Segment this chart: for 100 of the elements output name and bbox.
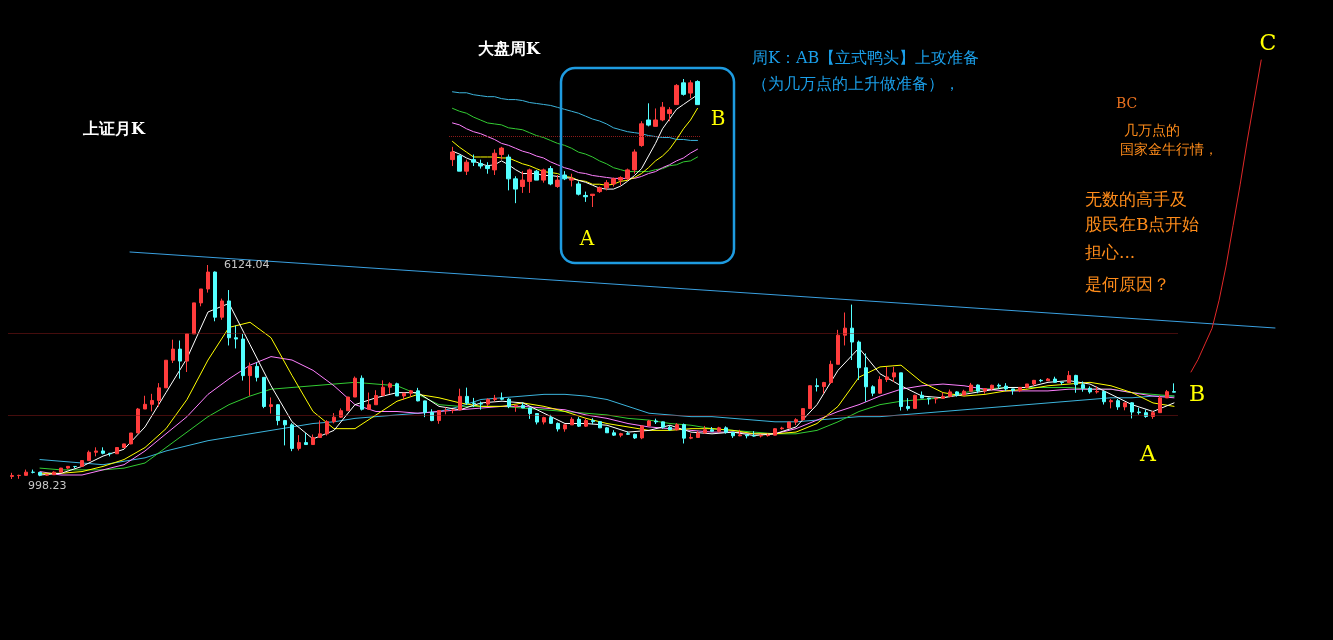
candlestick xyxy=(185,333,189,373)
candlestick xyxy=(920,390,924,399)
candlestick xyxy=(444,407,448,415)
candlestick xyxy=(248,362,252,397)
candlestick xyxy=(633,433,637,440)
candlestick xyxy=(647,419,651,427)
candlestick xyxy=(626,430,630,436)
candlestick xyxy=(1102,390,1106,406)
candlestick xyxy=(576,180,581,196)
chart-title: 上证月K xyxy=(82,118,146,138)
candlestick xyxy=(38,471,42,477)
candlestick xyxy=(906,397,910,412)
text: 无数的高手及 xyxy=(1085,189,1187,209)
candlestick xyxy=(108,452,112,457)
candlestick xyxy=(976,383,980,394)
candlestick xyxy=(1088,385,1092,395)
candlestick xyxy=(542,416,546,425)
candlestick xyxy=(367,392,371,410)
candlestick xyxy=(584,417,588,428)
candlestick xyxy=(605,426,609,434)
candlestick xyxy=(157,382,161,408)
candlestick xyxy=(381,379,385,397)
candlestick xyxy=(541,168,546,184)
candlestick xyxy=(1116,398,1120,411)
candlestick xyxy=(850,304,854,361)
text: B xyxy=(1188,380,1206,406)
candlestick xyxy=(276,403,280,426)
candlestick xyxy=(1151,410,1155,420)
candlestick xyxy=(1018,386,1022,393)
candlestick xyxy=(416,387,420,402)
candlestick xyxy=(548,165,553,186)
candlestick xyxy=(402,392,406,401)
candlestick xyxy=(1004,382,1008,392)
candlestick xyxy=(24,469,28,477)
candlestick xyxy=(808,384,812,410)
candlestick xyxy=(464,159,469,176)
candlestick xyxy=(640,425,644,440)
candlestick xyxy=(549,414,553,425)
candlestick xyxy=(164,359,168,389)
candlestick xyxy=(1095,385,1099,395)
candlestick xyxy=(318,419,322,438)
candlestick xyxy=(213,270,217,322)
candlestick xyxy=(611,177,616,188)
candlestick xyxy=(556,422,560,432)
candlestick xyxy=(262,376,266,409)
candlestick xyxy=(604,179,609,191)
candlestick xyxy=(590,193,595,208)
candlestick xyxy=(822,381,826,394)
candlestick xyxy=(878,375,882,395)
candlestick xyxy=(661,421,665,430)
candlestick xyxy=(1039,378,1043,383)
candlestick xyxy=(10,472,14,480)
candlestick xyxy=(94,446,98,457)
candlestick xyxy=(513,175,518,204)
candlestick xyxy=(1046,377,1050,382)
candlestick xyxy=(871,384,875,397)
candlestick xyxy=(997,383,1001,390)
candlestick xyxy=(752,430,756,438)
candlestick xyxy=(934,397,938,404)
candlestick xyxy=(59,467,63,473)
candlestick xyxy=(52,470,56,476)
candlestick xyxy=(632,148,637,175)
candlestick xyxy=(493,394,497,402)
candlestick xyxy=(563,424,567,433)
candlestick xyxy=(780,426,784,431)
candlestick xyxy=(1060,381,1064,386)
candlestick xyxy=(829,360,833,385)
candlestick xyxy=(534,169,539,181)
candlestick xyxy=(220,298,224,321)
candlestick xyxy=(45,474,49,477)
candlestick xyxy=(738,429,742,437)
candlestick xyxy=(570,416,574,426)
candlestick xyxy=(1137,407,1141,416)
candlestick xyxy=(555,174,560,189)
candlestick xyxy=(332,412,336,424)
candlestick xyxy=(696,430,700,438)
candlestick xyxy=(535,412,539,425)
text: A xyxy=(578,226,595,250)
candlestick xyxy=(836,329,840,365)
candlestick xyxy=(457,154,462,172)
candlestick xyxy=(653,107,658,127)
candlestick xyxy=(241,333,245,382)
candlestick xyxy=(520,170,525,194)
annotation: 国家金牛行情， xyxy=(1120,141,1218,157)
text: C xyxy=(1259,29,1277,55)
annotation: A xyxy=(1139,440,1158,466)
candlestick xyxy=(731,431,735,439)
candlestick xyxy=(269,396,273,415)
candlestick xyxy=(969,382,973,393)
candlestick xyxy=(395,382,399,397)
candlestick xyxy=(450,146,455,167)
candlestick xyxy=(374,389,378,406)
candlestick xyxy=(1158,395,1162,414)
candlestick xyxy=(1011,388,1015,396)
candlestick xyxy=(1053,376,1057,384)
candlestick xyxy=(311,433,315,446)
candlestick xyxy=(500,392,504,401)
candlestick xyxy=(528,407,532,420)
candlestick xyxy=(815,377,819,392)
candlestick xyxy=(787,421,791,429)
